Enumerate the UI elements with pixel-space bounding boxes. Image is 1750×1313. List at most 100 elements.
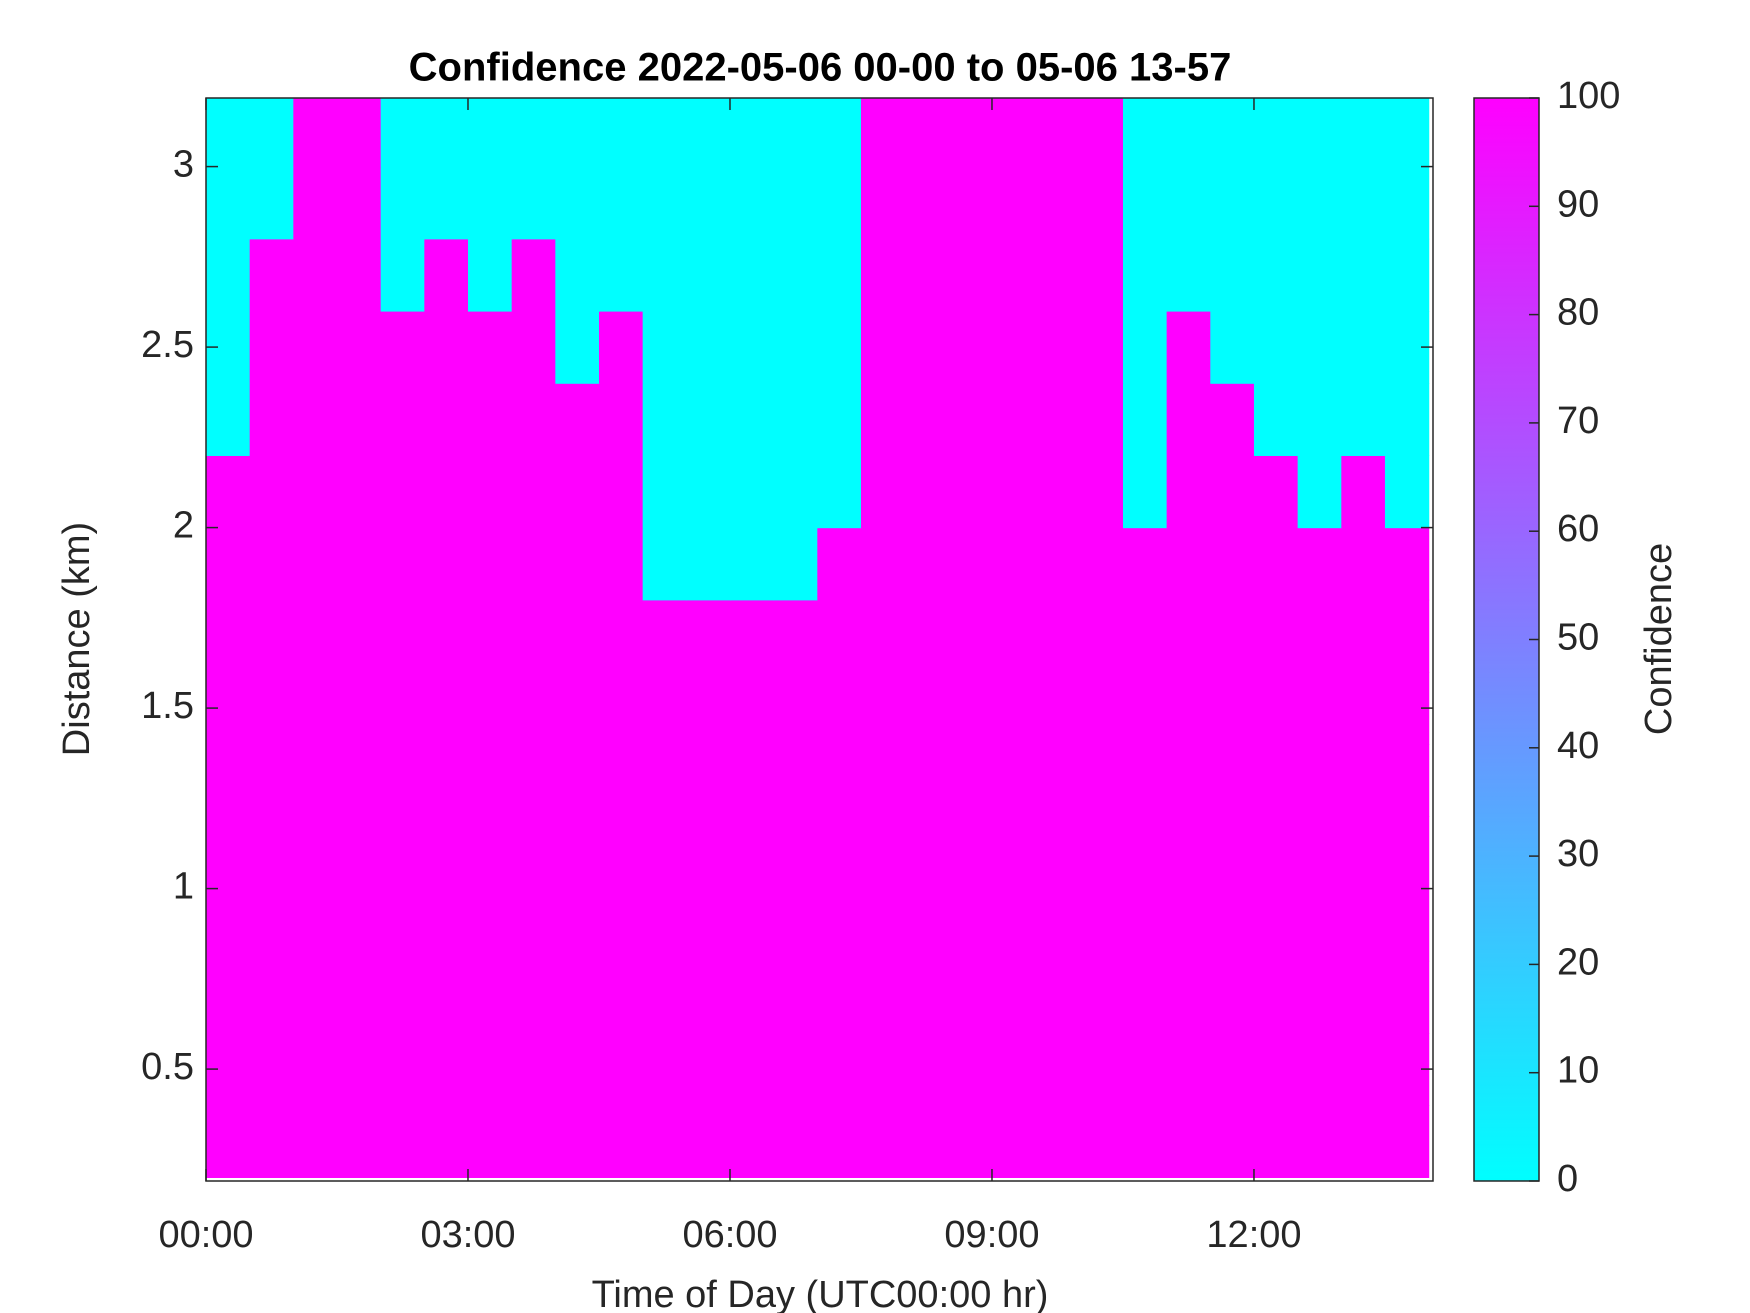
heatmap-cell (1253, 98, 1299, 168)
heatmap-cell (598, 238, 644, 312)
heatmap-cell (598, 98, 644, 168)
heatmap-cell (1035, 671, 1080, 745)
heatmap-cell (1341, 599, 1386, 673)
heatmap-cell (1035, 383, 1080, 456)
heatmap-cell (729, 98, 775, 168)
heatmap-cell (249, 527, 294, 601)
heatmap-cell (817, 527, 862, 601)
heatmap-cell (991, 960, 1037, 1034)
heatmap-cell (249, 744, 294, 817)
heatmap-cell (293, 888, 338, 962)
heatmap-cell (1166, 816, 1211, 890)
heatmap-cell (1253, 527, 1299, 601)
heatmap-cell (1035, 166, 1080, 240)
heatmap-cell (1122, 671, 1168, 745)
heatmap-cell (1079, 310, 1124, 384)
heatmap-cell (642, 1032, 687, 1106)
heatmap-cell (1035, 1032, 1080, 1106)
heatmap-cell (467, 888, 513, 962)
heatmap-cell (904, 816, 949, 890)
heatmap-cell (729, 1105, 775, 1178)
heatmap-cell (1210, 238, 1255, 312)
heatmap-cell (1341, 527, 1386, 601)
x-tick-label: 12:00 (1206, 1214, 1301, 1256)
heatmap-cell (380, 238, 425, 312)
heatmap-cell (206, 238, 251, 312)
heatmap-cell (860, 744, 906, 817)
heatmap-cell (860, 888, 906, 962)
x-axis-label: Time of Day (UTC00:00 hr) (592, 1274, 1049, 1313)
heatmap-cell (729, 599, 775, 673)
heatmap-cell (904, 744, 949, 817)
heatmap-cell (206, 527, 251, 601)
heatmap-cell (642, 671, 687, 745)
heatmap-cell (991, 527, 1037, 601)
heatmap-cell (1341, 960, 1386, 1034)
heatmap-cell (555, 383, 600, 456)
heatmap-cell (642, 455, 687, 529)
heatmap-cell (686, 1105, 731, 1178)
heatmap-cell (686, 744, 731, 817)
heatmap-cell (598, 744, 644, 817)
colorbar-tick-label: 90 (1557, 183, 1599, 225)
heatmap-cell (511, 888, 556, 962)
heatmap-cell (1297, 1105, 1342, 1178)
heatmap-cell (1035, 599, 1080, 673)
heatmap-cell (555, 671, 600, 745)
heatmap-cell (1297, 599, 1342, 673)
heatmap-cell (1079, 599, 1124, 673)
heatmap-cell (817, 238, 862, 312)
heatmap-cell (1035, 888, 1080, 962)
heatmap-cell (1122, 98, 1168, 168)
heatmap-cell (1384, 816, 1430, 890)
heatmap-cell (555, 960, 600, 1034)
heatmap-cell (991, 888, 1037, 962)
heatmap-cell (1035, 744, 1080, 817)
colorbar-label: Confidence (1638, 543, 1680, 735)
heatmap-cell (293, 383, 338, 456)
heatmap-cell (773, 599, 818, 673)
heatmap-cell (555, 455, 600, 529)
heatmap-cell (206, 1105, 251, 1178)
heatmap-cell (424, 455, 469, 529)
heatmap-cell (904, 888, 949, 962)
heatmap-cell (1253, 383, 1299, 456)
heatmap-cell (773, 960, 818, 1034)
heatmap-cell (555, 816, 600, 890)
heatmap-cell (773, 383, 818, 456)
heatmap-cell (1035, 816, 1080, 890)
heatmap-cell (729, 671, 775, 745)
colorbar-tick-label: 40 (1557, 725, 1599, 767)
heatmap-cell (1210, 888, 1255, 962)
heatmap-cell (467, 599, 513, 673)
heatmap-cell (773, 671, 818, 745)
heatmap-cell (1079, 1105, 1124, 1178)
heatmap-cell (686, 383, 731, 456)
heatmap-cell (249, 455, 294, 529)
heatmap-cell (206, 816, 251, 890)
heatmap-cell (991, 238, 1037, 312)
heatmap-cell (336, 527, 382, 601)
heatmap-cell (773, 455, 818, 529)
heatmap-cell (1079, 1032, 1124, 1106)
heatmap-cell (424, 98, 469, 168)
heatmap-cell (380, 960, 425, 1034)
heatmap-cell (860, 1105, 906, 1178)
heatmap-cell (1384, 960, 1430, 1034)
heatmap-cell (817, 310, 862, 384)
heatmap-cell (773, 816, 818, 890)
heatmap-cell (1297, 744, 1342, 817)
heatmap-cell (1079, 238, 1124, 312)
heatmap-cell (206, 455, 251, 529)
heatmap-cell (773, 238, 818, 312)
heatmap-cell (686, 527, 731, 601)
heatmap-cell (1035, 310, 1080, 384)
heatmap-cell (467, 960, 513, 1034)
heatmap-cell (904, 599, 949, 673)
heatmap-cell (1253, 671, 1299, 745)
heatmap-cell (1297, 888, 1342, 962)
heatmap-cell (1210, 166, 1255, 240)
heatmap-cell (424, 816, 469, 890)
heatmap-cell (686, 455, 731, 529)
heatmap-cell (1253, 455, 1299, 529)
